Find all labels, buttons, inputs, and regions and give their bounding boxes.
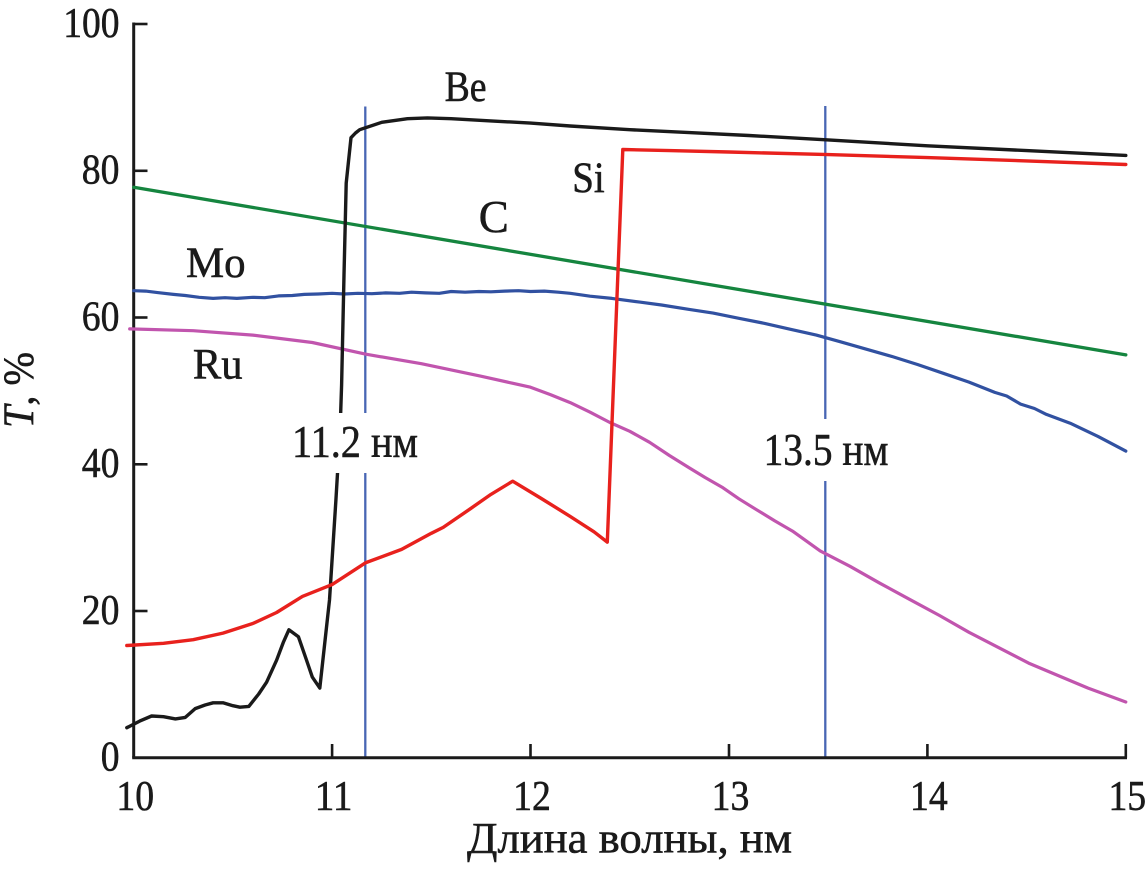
svg-text:Si: Si [572,155,605,202]
svg-text:C: C [479,192,509,242]
svg-text:40: 40 [82,440,120,487]
svg-text:Ru: Ru [193,341,243,388]
svg-text:11.2 нм: 11.2 нм [292,416,418,467]
svg-text:Длина волны, нм: Длина волны, нм [467,816,792,863]
svg-text:0: 0 [101,734,120,781]
svg-text:15: 15 [1108,773,1146,820]
svg-text:Be: Be [445,64,487,111]
svg-text:11: 11 [315,773,353,820]
svg-text:13.5 нм: 13.5 нм [764,424,889,475]
svg-text:20: 20 [82,587,120,634]
svg-text:14: 14 [910,773,948,820]
svg-text:12: 12 [513,773,551,820]
svg-text:60: 60 [82,293,120,340]
svg-text:100: 100 [63,0,119,47]
svg-text:13: 13 [712,773,750,820]
svg-text:Mo: Mo [186,240,246,287]
svg-text:80: 80 [82,147,120,194]
svg-text:10: 10 [116,773,154,820]
svg-text:T, %: T, % [0,352,43,428]
